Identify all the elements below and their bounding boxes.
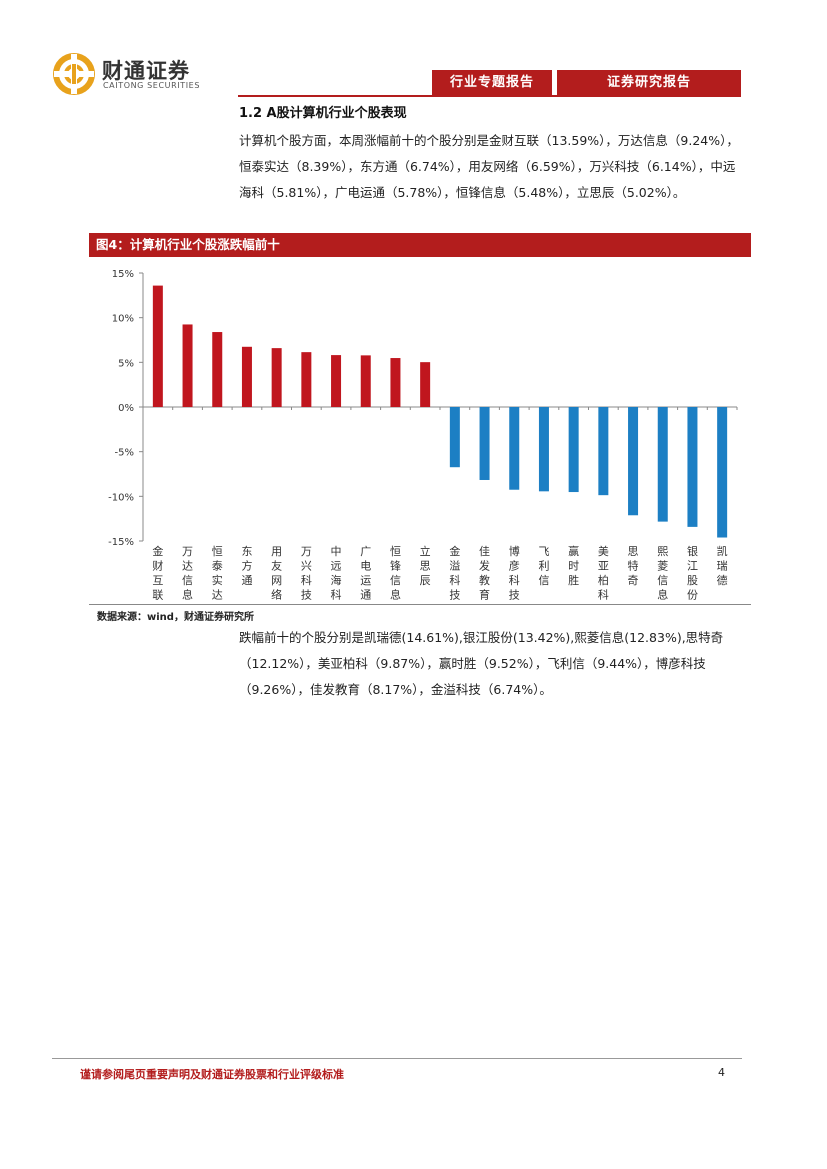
stock-change-bar-chart: 15% 10% 5% 0% -5% -10% -15% 金财互联 万达信息 恒泰实达 东方通 用友网络… [108,269,738,602]
category-label: 用友网络 [271,545,282,602]
bar-9 [390,358,401,407]
bar-13 [509,407,520,490]
category-label: 熙菱信息 [657,545,668,602]
category-label: 东方通 [241,545,252,587]
y-tick-label: -10% [108,492,134,503]
page-number: 4 [718,1066,725,1079]
bar-5 [271,348,282,407]
y-tick-label: 10% [112,314,134,325]
bar-2 [182,324,193,407]
y-tick-label: 5% [118,358,134,369]
category-label: 立思辰 [420,544,431,587]
category-label: 万达信息 [182,545,193,602]
bar-15 [568,407,579,493]
bar-12 [479,407,490,480]
bar-6 [301,352,312,407]
footer-disclaimer: 谨请参阅尾页重要声明及财通证券股票和行业评级标准 [80,1068,344,1081]
category-label: 金溢科技 [449,544,460,602]
company-logo: 财通证券 CAITONG SECURITIES [52,52,227,96]
y-tick-label: 15% [112,269,134,280]
bar-16 [598,407,609,496]
category-label: 美亚柏科 [598,545,609,602]
bar-7 [331,355,342,407]
category-label: 赢时胜 [568,544,579,587]
bar-18 [657,407,668,522]
category-label: 中远海科 [331,545,342,602]
category-label: 万兴科技 [301,545,312,602]
bar-14 [538,407,549,492]
bar-10 [420,362,431,407]
data-source-note: 数据来源：wind，财通证券研究所 [97,612,254,623]
category-label: 广电运通 [360,545,371,602]
section-title: 1.2 A股计算机行业个股表现 [239,106,407,121]
figure-bottom-rule [89,604,751,605]
category-label: 恒泰实达 [212,545,223,602]
bar-8 [360,355,371,407]
bar-4 [241,346,252,407]
header-tab-industry-report: 行业专题报告 [432,70,552,95]
category-label: 恒锋信息 [390,545,401,602]
gainers-paragraph: 计算机个股方面，本周涨幅前十的个股分别是金财互联（13.59%），万达信息（9.… [239,133,739,200]
losers-paragraph: 跌幅前十的个股分别是凯瑞德(14.61%),银江股份(13.42%),熙菱信息(… [239,630,724,697]
bar-3 [212,332,223,407]
category-label: 佳发教育 [479,544,490,602]
bar-20 [717,407,728,538]
y-tick-label: -5% [115,448,134,459]
header-tab-securities-research: 证券研究报告 [557,70,741,95]
caitong-logo-icon [53,53,95,95]
footer-divider [52,1058,742,1059]
logo-chinese-name: 财通证券 [102,59,190,83]
y-tick-label: -15% [108,537,134,548]
category-label: 凯瑞德 [717,545,728,587]
figure-title: 图4：计算机行业个股涨跌幅前十 [89,233,751,257]
y-tick-label: 0% [118,403,134,414]
bar-17 [628,407,639,516]
header-divider [238,95,741,97]
bar-19 [687,407,698,527]
logo-english-name: CAITONG SECURITIES [103,81,200,90]
category-label: 博彦科技 [509,545,520,602]
category-label: 金财互联 [152,544,163,602]
bar-11 [449,407,460,468]
category-label: 飞利信 [538,545,549,587]
category-label: 银江股份 [687,544,698,602]
bar-1 [152,285,163,407]
category-label: 思特奇 [628,545,639,587]
